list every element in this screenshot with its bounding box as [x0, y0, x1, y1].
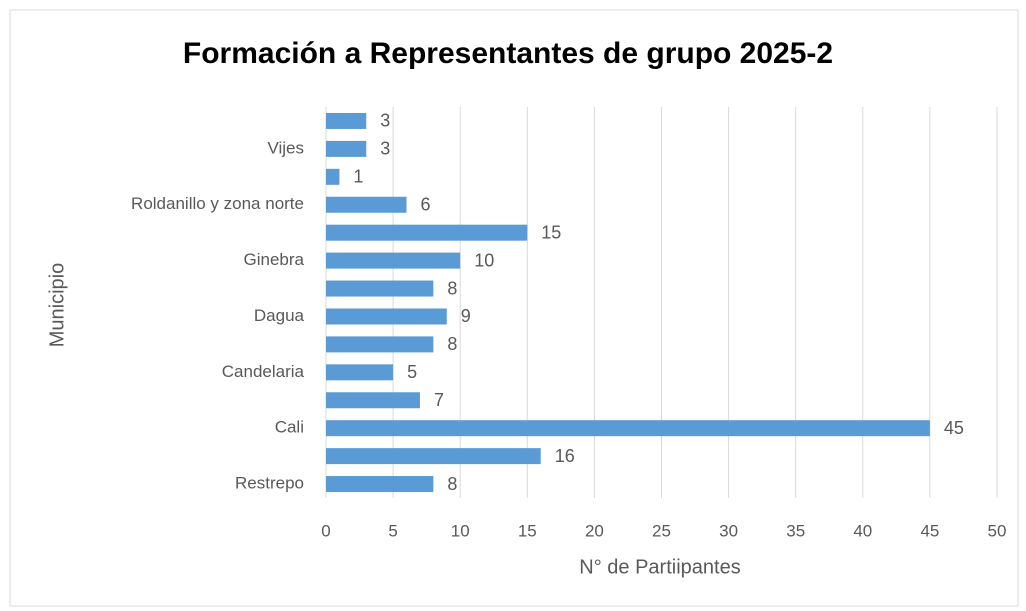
data-label: 3: [380, 139, 390, 159]
data-label: 8: [447, 278, 457, 298]
bar: [326, 392, 420, 409]
data-label: 15: [541, 222, 561, 242]
bar: [326, 168, 340, 185]
bar: [326, 448, 541, 465]
x-tick-label: 45: [920, 521, 939, 540]
y-tick-label: Ginebra: [244, 250, 305, 269]
bar: [326, 112, 367, 129]
x-tick-label: 25: [652, 521, 671, 540]
y-tick-label: Candelaria: [222, 362, 305, 381]
data-label: 5: [407, 362, 417, 382]
x-tick-label: 40: [853, 521, 872, 540]
x-tick-label: 10: [451, 521, 470, 540]
bar: [326, 308, 447, 325]
bar: [326, 420, 930, 437]
bar: [326, 224, 528, 241]
data-label: 9: [461, 306, 471, 326]
x-tick-label: 35: [786, 521, 805, 540]
bar: [326, 336, 434, 353]
y-tick-label: Vijes: [267, 138, 304, 157]
data-label: 3: [380, 111, 390, 131]
data-label: 8: [447, 474, 457, 494]
x-tick-label: 20: [585, 521, 604, 540]
bar: [326, 364, 394, 381]
y-tick-label: Dagua: [254, 306, 305, 325]
x-tick-label: 5: [388, 521, 397, 540]
chart-title: Formación a Representantes de grupo 2025…: [183, 37, 833, 70]
y-tick-label: Restrepo: [235, 474, 304, 493]
bar: [326, 196, 407, 213]
data-label: 10: [474, 250, 494, 270]
x-tick-label: 30: [719, 521, 738, 540]
bar: [326, 280, 434, 297]
data-label: 7: [434, 390, 444, 410]
data-label: 1: [353, 167, 363, 187]
chart-border: [9, 9, 1019, 607]
bar: [326, 476, 434, 493]
data-label: 6: [421, 195, 431, 215]
x-tick-label: 0: [321, 521, 330, 540]
y-axis-title: Municipio: [46, 263, 68, 347]
y-tick-label: Cali: [275, 418, 304, 437]
y-tick-label: Roldanillo y zona norte: [131, 194, 304, 213]
x-tick-label: 15: [518, 521, 537, 540]
x-axis-title: N° de Partiipantes: [579, 556, 740, 578]
data-label: 8: [447, 334, 457, 354]
data-label: 16: [555, 446, 575, 466]
bar: [326, 252, 461, 269]
bar: [326, 140, 367, 157]
x-tick-label: 50: [988, 521, 1007, 540]
data-label: 45: [944, 418, 964, 438]
